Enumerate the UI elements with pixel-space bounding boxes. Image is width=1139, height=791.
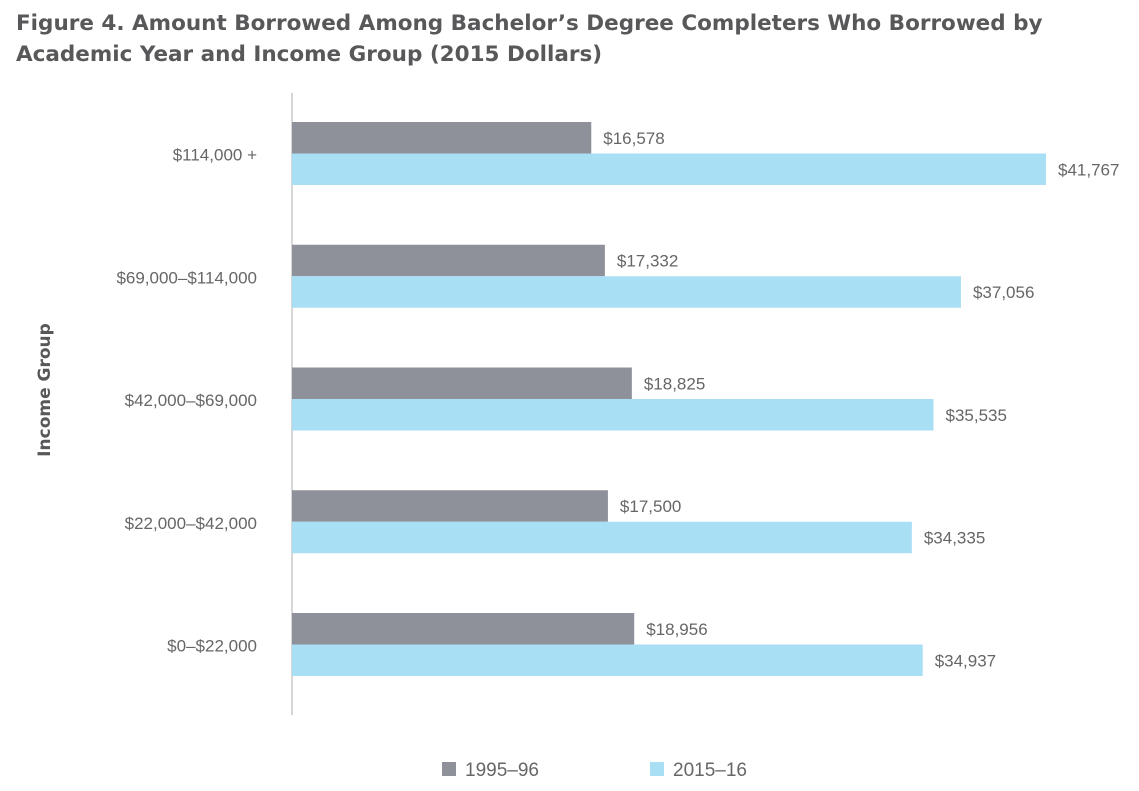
- bar-1995-96-2: [292, 244, 605, 277]
- data-label-1995-96-4: $17,500: [620, 497, 681, 516]
- bars-layer: [292, 122, 1046, 676]
- data-label-1995-96-2: $17,332: [617, 252, 678, 271]
- data-label-1995-96-1: $16,578: [603, 129, 664, 148]
- labels-layer: $114,000 + $16,578 $41,767 $69,000–$114,000…: [116, 129, 1119, 671]
- legend-label-1995-96: 1995–96: [465, 760, 539, 781]
- data-label-2015-16-2: $37,056: [973, 283, 1034, 302]
- data-label-1995-96-5: $18,956: [646, 620, 707, 639]
- category-label-4: $22,000–$42,000: [125, 514, 257, 533]
- bar-1995-96-5: [292, 613, 635, 645]
- bar-2015-16-3: [292, 399, 934, 431]
- legend-label-2015-16: 2015–16: [673, 760, 747, 781]
- data-label-2015-16-4: $34,335: [924, 529, 985, 548]
- bar-2015-16-5: [292, 644, 923, 676]
- bar-1995-96-1: [292, 122, 592, 154]
- bar-2015-16-2: [292, 276, 961, 308]
- data-label-2015-16-3: $35,535: [945, 406, 1006, 425]
- category-label-1: $114,000 +: [173, 146, 257, 165]
- legend: 1995–96 2015–16: [442, 760, 747, 781]
- legend-swatch-1995-96: [442, 762, 456, 776]
- legend-swatch-2015-16: [650, 762, 664, 776]
- data-label-1995-96-3: $18,825: [644, 374, 705, 393]
- bar-1995-96-4: [292, 490, 608, 522]
- category-label-5: $0–$22,000: [167, 637, 257, 656]
- bar-2015-16-1: [292, 153, 1046, 185]
- chart-title: Figure 4. Amount Borrowed Among Bachelor…: [16, 11, 1043, 67]
- bar-1995-96-3: [292, 367, 632, 399]
- data-label-2015-16-5: $34,937: [935, 651, 996, 670]
- category-label-2: $69,000–$114,000: [116, 268, 257, 287]
- data-label-2015-16-1: $41,767: [1058, 160, 1119, 179]
- y-axis-title: Income Group: [35, 323, 55, 457]
- category-label-3: $42,000–$69,000: [125, 391, 257, 410]
- bar-2015-16-4: [292, 521, 912, 554]
